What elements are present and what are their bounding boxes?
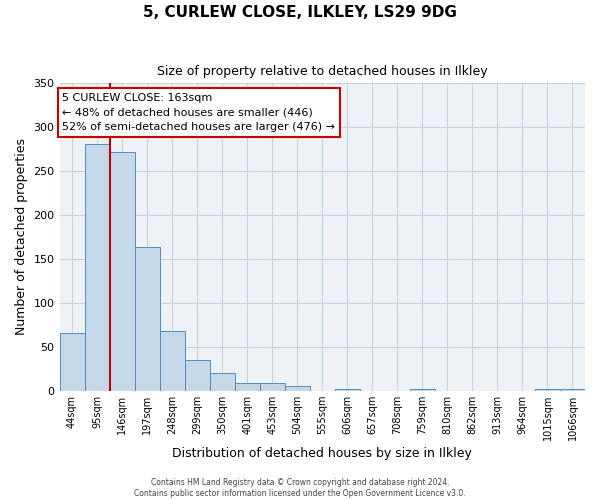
Title: Size of property relative to detached houses in Ilkley: Size of property relative to detached ho… [157, 65, 488, 78]
Bar [335, 389, 360, 390]
Bar [285, 386, 310, 390]
Text: Contains HM Land Registry data © Crown copyright and database right 2024.
Contai: Contains HM Land Registry data © Crown c… [134, 478, 466, 498]
Bar [560, 389, 585, 390]
Bar [260, 382, 285, 390]
Bar [209, 373, 235, 390]
Text: 5 CURLEW CLOSE: 163sqm
← 48% of detached houses are smaller (446)
52% of semi-de: 5 CURLEW CLOSE: 163sqm ← 48% of detached… [62, 92, 335, 132]
Y-axis label: Number of detached properties: Number of detached properties [15, 138, 28, 336]
Bar [535, 389, 560, 390]
Bar [59, 334, 85, 390]
Bar [410, 389, 435, 390]
Bar [235, 382, 260, 390]
Bar [160, 331, 185, 390]
X-axis label: Distribution of detached houses by size in Ilkley: Distribution of detached houses by size … [172, 447, 472, 460]
Bar [185, 360, 209, 390]
Bar [110, 152, 134, 390]
Bar [134, 248, 160, 390]
Text: 5, CURLEW CLOSE, ILKLEY, LS29 9DG: 5, CURLEW CLOSE, ILKLEY, LS29 9DG [143, 5, 457, 20]
Bar [85, 144, 110, 390]
